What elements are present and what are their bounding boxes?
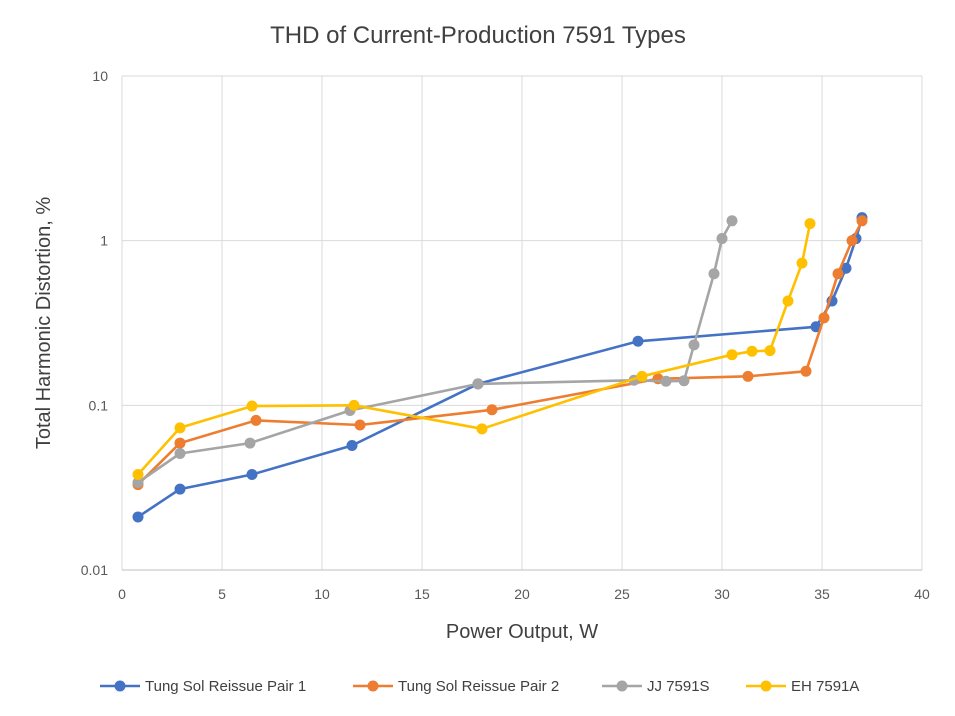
legend-label: EH 7591A bbox=[791, 678, 859, 695]
data-point bbox=[132, 476, 144, 488]
data-point bbox=[800, 365, 812, 377]
x-tick-label: 5 bbox=[218, 586, 226, 602]
plot-area bbox=[132, 212, 868, 523]
data-point bbox=[174, 483, 186, 495]
data-point bbox=[472, 378, 484, 390]
x-tick-label: 15 bbox=[414, 586, 430, 602]
legend-label: Tung Sol Reissue Pair 1 bbox=[145, 678, 306, 695]
data-point bbox=[174, 447, 186, 459]
y-tick-label: 1 bbox=[100, 233, 108, 249]
legend-item: Tung Sol Reissue Pair 2 bbox=[353, 678, 559, 695]
series-line bbox=[137, 220, 864, 486]
y-tick-label: 0.01 bbox=[81, 562, 108, 578]
data-point bbox=[746, 345, 758, 357]
x-tick-label: 0 bbox=[118, 586, 126, 602]
data-point bbox=[726, 215, 738, 227]
data-point bbox=[246, 469, 258, 481]
series-0 bbox=[132, 212, 868, 523]
y-tick-label: 10 bbox=[92, 68, 108, 84]
legend-label: Tung Sol Reissue Pair 2 bbox=[398, 678, 559, 695]
data-point bbox=[632, 335, 644, 347]
x-tick-label: 25 bbox=[614, 586, 630, 602]
y-tick-label: 0.1 bbox=[89, 397, 109, 413]
x-tick-label: 40 bbox=[914, 586, 930, 602]
data-point bbox=[250, 414, 262, 426]
data-point bbox=[348, 399, 360, 411]
legend-item: Tung Sol Reissue Pair 1 bbox=[100, 678, 306, 695]
data-point bbox=[688, 339, 700, 351]
legend-marker bbox=[760, 680, 772, 692]
data-point bbox=[840, 262, 852, 274]
data-point bbox=[856, 215, 868, 227]
series-line bbox=[137, 223, 812, 476]
data-point bbox=[636, 370, 648, 382]
legend-marker bbox=[367, 680, 379, 692]
data-point bbox=[678, 375, 690, 387]
data-point bbox=[486, 404, 498, 416]
chart-title: THD of Current-Production 7591 Types bbox=[270, 22, 686, 49]
data-point bbox=[174, 437, 186, 449]
legend-item: EH 7591A bbox=[746, 678, 859, 695]
series-line bbox=[137, 220, 734, 484]
data-point bbox=[708, 268, 720, 280]
data-point bbox=[716, 233, 728, 245]
data-point bbox=[174, 422, 186, 434]
data-point bbox=[132, 511, 144, 523]
legend: Tung Sol Reissue Pair 1 Tung Sol Reissue … bbox=[100, 678, 859, 695]
y-axis-title: Total Harmonic Distortion, % bbox=[33, 197, 55, 450]
x-axis-title: Power Output, W bbox=[446, 621, 598, 643]
x-tick-label: 10 bbox=[314, 586, 330, 602]
x-tick-label: 35 bbox=[814, 586, 830, 602]
data-point bbox=[354, 419, 366, 431]
legend-marker bbox=[616, 680, 628, 692]
data-point bbox=[346, 440, 358, 452]
legend-label: JJ 7591S bbox=[647, 678, 710, 695]
x-tick-label: 20 bbox=[514, 586, 530, 602]
series-3 bbox=[132, 218, 816, 481]
data-point bbox=[476, 423, 488, 435]
data-point bbox=[742, 370, 754, 382]
data-point bbox=[660, 375, 672, 387]
data-point bbox=[804, 218, 816, 230]
data-point bbox=[244, 437, 256, 449]
data-point bbox=[782, 295, 794, 307]
data-point bbox=[132, 469, 144, 481]
x-tick-label: 30 bbox=[714, 586, 730, 602]
legend-item: JJ 7591S bbox=[602, 678, 710, 695]
data-point bbox=[246, 400, 258, 412]
data-point bbox=[764, 345, 776, 357]
data-point bbox=[818, 312, 830, 324]
data-point bbox=[846, 235, 858, 247]
legend-marker bbox=[114, 680, 126, 692]
axes: 0 5 10 15 20 25 30 35 40 0.01 0.1 1 10 bbox=[81, 68, 930, 602]
series-1 bbox=[132, 215, 868, 491]
data-point bbox=[796, 257, 808, 269]
data-point bbox=[832, 268, 844, 280]
data-point bbox=[726, 349, 738, 361]
series-2 bbox=[132, 215, 738, 488]
